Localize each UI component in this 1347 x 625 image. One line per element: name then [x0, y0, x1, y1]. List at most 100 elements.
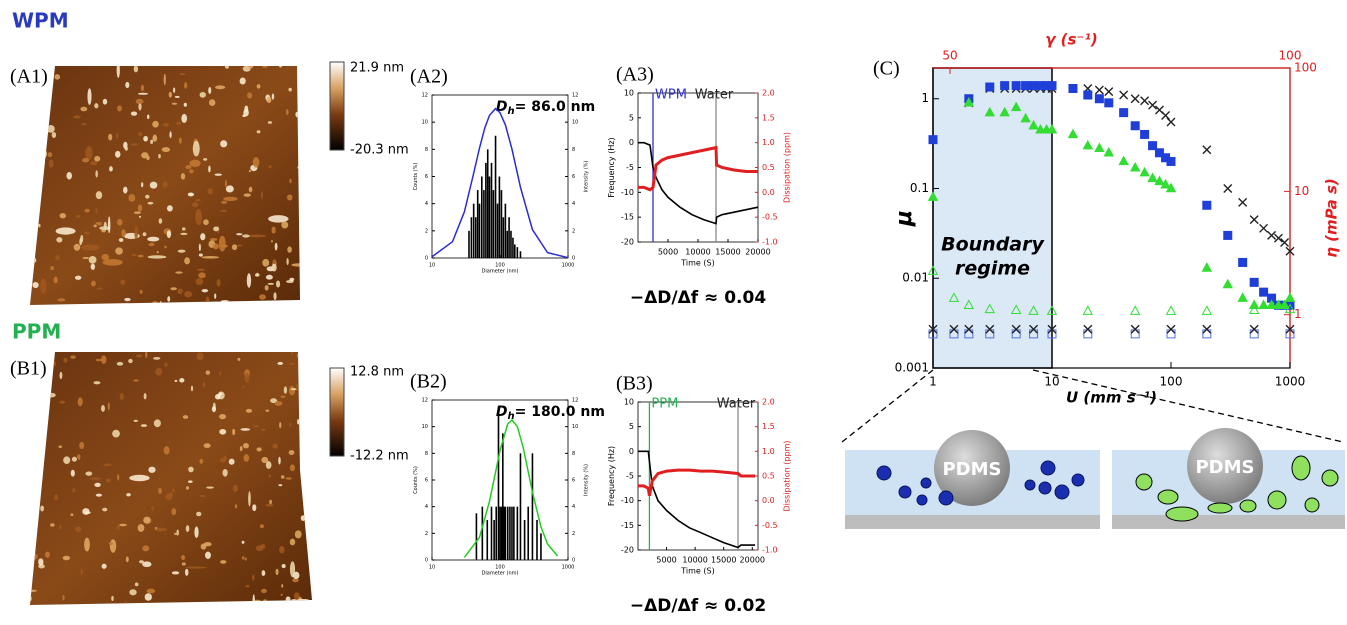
afm-grain — [293, 592, 300, 601]
afm-grain — [248, 169, 251, 173]
afm-grain — [62, 555, 71, 561]
marker — [1166, 117, 1176, 127]
afm-grain — [162, 181, 168, 188]
y2-tick-label: 0.5 — [762, 472, 775, 481]
afm-grain — [117, 474, 120, 481]
afm-grain — [148, 466, 156, 473]
afm-grain — [30, 563, 34, 572]
marker — [1165, 182, 1177, 193]
afm-grain — [53, 276, 58, 284]
afm-grain — [243, 454, 250, 462]
marker — [1011, 81, 1021, 91]
bar — [493, 520, 495, 560]
region-label: Boundary — [941, 234, 1045, 256]
afm-grain — [96, 221, 102, 226]
marker — [1223, 183, 1233, 193]
y-tick-label: -10 — [621, 188, 634, 197]
afm-grain — [164, 245, 167, 249]
afm-grain — [140, 84, 145, 92]
y-tick-label: 0.01 — [902, 271, 929, 285]
afm-grain — [197, 268, 205, 272]
afm-grain — [203, 541, 212, 547]
afm-grain — [182, 415, 189, 419]
fit-curve — [463, 418, 559, 558]
afm-image — [30, 352, 312, 605]
afm-grain — [272, 443, 278, 449]
afm-grain — [239, 445, 243, 452]
afm-grain — [74, 526, 82, 532]
afm-grain — [129, 474, 150, 482]
marker — [948, 292, 960, 302]
afm-grain — [286, 258, 289, 266]
afm-grain — [59, 371, 63, 380]
afm-grain — [308, 405, 312, 412]
afm-grain — [198, 253, 203, 257]
y2-tick-label: 10 — [572, 120, 578, 126]
afm-grain — [223, 455, 227, 461]
afm-grain — [202, 381, 206, 388]
afm-grain — [296, 352, 302, 359]
afm-grain — [50, 523, 55, 527]
bar — [506, 506, 509, 560]
afm-grain — [41, 129, 47, 132]
afm-grain — [159, 301, 162, 305]
afm-grain — [153, 357, 161, 360]
afm-grain — [219, 371, 222, 376]
afm-grain — [152, 301, 158, 304]
bar — [519, 251, 522, 258]
marker — [984, 303, 996, 314]
afm-grain — [54, 494, 58, 501]
bar — [474, 217, 477, 258]
y-tick-label: 5 — [629, 113, 634, 122]
marker — [1011, 324, 1021, 334]
afm-grain — [296, 384, 300, 388]
y-tick-label: 6 — [425, 174, 428, 180]
marker — [1140, 129, 1150, 139]
afm-grain — [138, 560, 144, 564]
afm-grain — [220, 299, 229, 303]
y2-tick-label: 2 — [572, 228, 575, 234]
afm-grain — [151, 505, 154, 512]
afm-grain — [288, 450, 295, 455]
afm-grain — [142, 561, 152, 568]
marker — [1083, 90, 1093, 100]
afm-grain — [279, 545, 285, 554]
x-axis-label: Time (S) — [680, 258, 714, 267]
afm-grain — [288, 385, 296, 396]
afm-grain — [275, 280, 281, 288]
afm-grain — [205, 296, 210, 305]
afm-grain — [119, 393, 124, 401]
color-bar-label: 21.9 nm — [350, 61, 404, 76]
afm-grain — [163, 73, 166, 86]
marker — [1285, 246, 1295, 256]
ball-label: PDMS — [1195, 457, 1254, 478]
afm-grain — [90, 263, 96, 270]
marker — [1154, 148, 1164, 158]
afm-grain — [71, 456, 77, 462]
afm-grain — [224, 179, 227, 188]
marker — [1285, 324, 1295, 334]
afm-grain — [33, 379, 37, 384]
marker — [1010, 101, 1022, 112]
afm-grain — [289, 538, 296, 546]
y2-tick-label: 1 — [1294, 307, 1302, 321]
bar — [499, 506, 501, 560]
marker — [1083, 324, 1093, 334]
y2-axis-label: Intensity (%) — [584, 464, 590, 496]
afm-grain — [300, 469, 304, 477]
bar — [513, 244, 516, 258]
afm-grain — [94, 482, 101, 487]
event-label: PPM — [651, 397, 678, 412]
y-tick-label: 1 — [921, 91, 929, 105]
marker — [1166, 329, 1176, 339]
afm-grain — [101, 563, 107, 569]
afm-grain — [59, 400, 66, 404]
y-axis-label: Frequency (Hz) — [607, 446, 616, 506]
afm-grain — [141, 182, 144, 188]
afm-grain — [171, 508, 177, 516]
bar — [516, 506, 519, 560]
afm-grain — [130, 143, 138, 146]
afm-grain — [73, 115, 81, 119]
x-axis-label: Time (S) — [680, 566, 714, 575]
